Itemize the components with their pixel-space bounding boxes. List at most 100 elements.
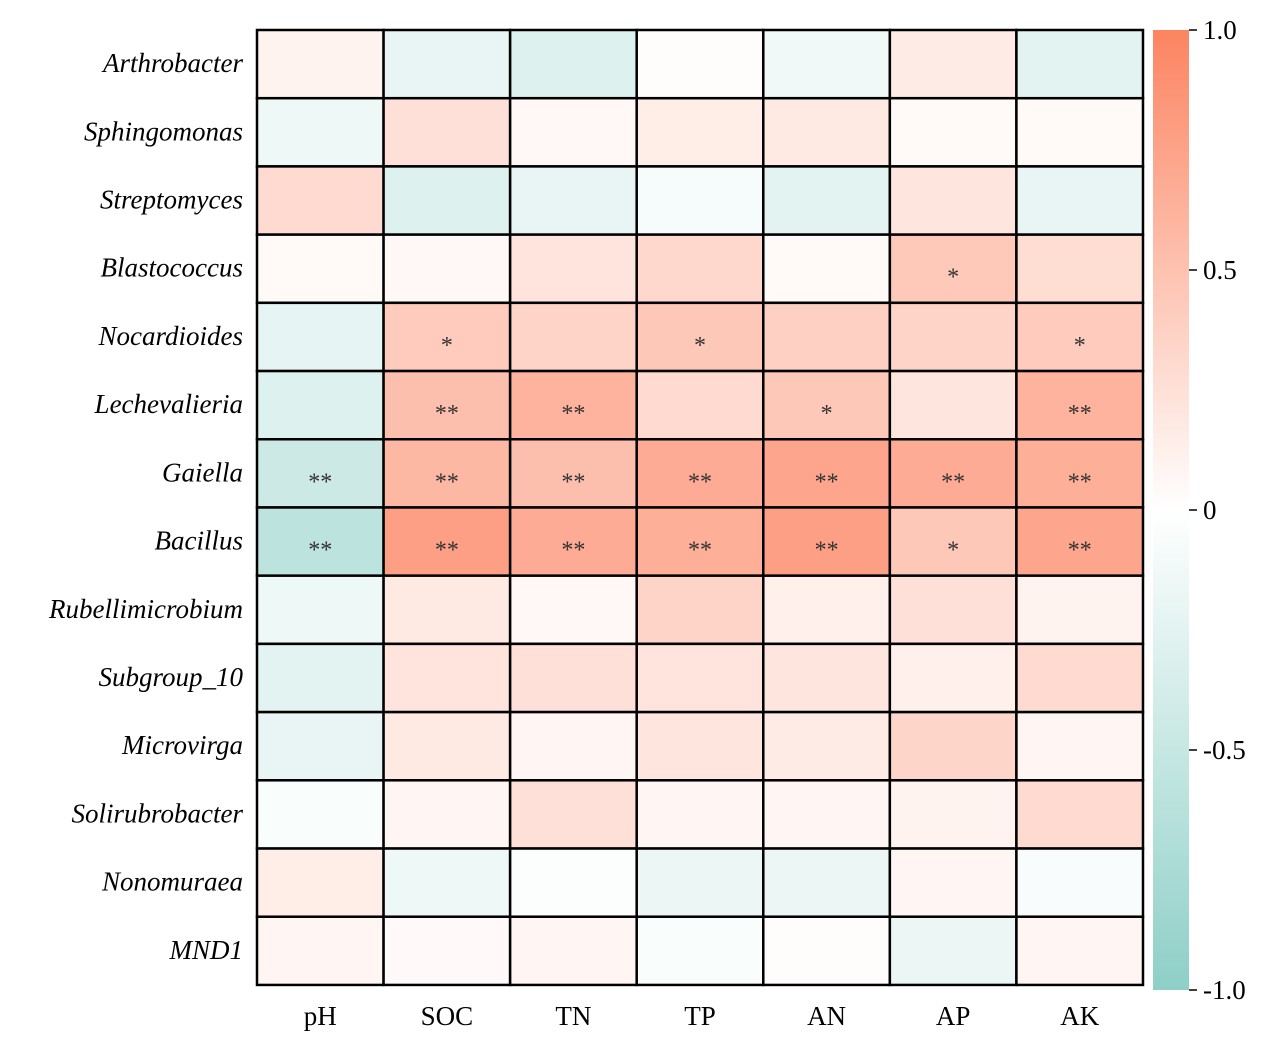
heatmap-cell bbox=[762, 779, 892, 850]
colorbar-tick-label: -0.5 bbox=[1203, 735, 1246, 765]
row-label: Solirubrobacter bbox=[72, 798, 244, 828]
column-label: pH bbox=[304, 1001, 337, 1031]
heatmap-cell bbox=[1015, 233, 1145, 305]
colorbar-tick-label: 1.0 bbox=[1203, 15, 1237, 45]
heatmap-cell bbox=[762, 915, 892, 987]
heatmap-cell bbox=[382, 574, 512, 646]
heatmap-cell bbox=[888, 369, 1018, 441]
heatmap-cell bbox=[255, 779, 385, 850]
heatmap-cell bbox=[255, 301, 385, 373]
column-label: AK bbox=[1060, 1001, 1099, 1031]
significance-mark: ** bbox=[435, 538, 459, 564]
heatmap-cell bbox=[508, 779, 638, 850]
heatmap-cell bbox=[1015, 96, 1145, 168]
column-label: AP bbox=[936, 1001, 971, 1031]
significance-mark: ** bbox=[815, 469, 839, 495]
significance-marks: ** * *** ** * **** ** ** ** ** ** **** ** ** ** ** * ** bbox=[308, 265, 1091, 564]
heatmap-cell bbox=[508, 233, 638, 305]
significance-mark: ** bbox=[308, 538, 332, 564]
heatmap-cell bbox=[382, 28, 512, 100]
column-label: AN bbox=[807, 1001, 846, 1031]
heatmap-cell bbox=[762, 301, 892, 373]
heatmap-cell bbox=[508, 165, 638, 236]
heatmap-cell bbox=[255, 506, 385, 577]
heatmap-cell bbox=[508, 301, 638, 373]
heatmap-cell bbox=[762, 847, 892, 918]
heatmap-cell bbox=[508, 710, 638, 782]
heatmap-cell bbox=[382, 233, 512, 305]
heatmap-cell bbox=[382, 165, 512, 236]
heatmap-cell bbox=[1015, 915, 1145, 987]
heatmap-cell bbox=[888, 165, 1018, 236]
colorbar-tick-label: -1.0 bbox=[1203, 975, 1246, 1005]
heatmap-cell bbox=[635, 165, 765, 236]
heatmap-cell bbox=[888, 710, 1018, 782]
heatmap-cell bbox=[635, 96, 765, 168]
heatmap-cell bbox=[888, 301, 1018, 373]
heatmap-cell bbox=[508, 28, 638, 100]
significance-mark: * bbox=[947, 538, 959, 564]
heatmap-cell bbox=[382, 438, 512, 509]
heatmap-cell bbox=[508, 574, 638, 646]
heatmap-cell bbox=[635, 369, 765, 441]
significance-mark: ** bbox=[688, 469, 712, 495]
heatmap-cell bbox=[382, 96, 512, 168]
heatmap-cell bbox=[1015, 301, 1145, 373]
heatmap-cell bbox=[635, 506, 765, 577]
significance-mark: ** bbox=[1068, 401, 1092, 427]
heatmap-cell bbox=[508, 506, 638, 577]
column-label: SOC bbox=[421, 1001, 474, 1031]
heatmap-cell bbox=[1015, 165, 1145, 236]
heatmap-cell bbox=[255, 369, 385, 441]
heatmap-cell bbox=[762, 165, 892, 236]
colorbar-tick-label: 0 bbox=[1203, 495, 1217, 525]
heatmap-cell bbox=[1015, 642, 1145, 714]
heatmap-cell bbox=[635, 233, 765, 305]
heatmap-cell bbox=[635, 847, 765, 918]
heatmap-cell bbox=[508, 915, 638, 987]
row-label: Blastococcus bbox=[101, 253, 243, 283]
column-label: TN bbox=[555, 1001, 591, 1031]
heatmap-cell bbox=[255, 96, 385, 168]
heatmap-cell bbox=[635, 642, 765, 714]
heatmap-cell bbox=[635, 710, 765, 782]
heatmap-cell bbox=[1015, 574, 1145, 646]
heatmap-cell bbox=[1015, 369, 1145, 441]
heatmap-cell bbox=[888, 915, 1018, 987]
row-label: Sphingomonas bbox=[84, 116, 243, 146]
heatmap-cell bbox=[635, 438, 765, 509]
row-label: MND1 bbox=[169, 935, 244, 965]
significance-mark: * bbox=[821, 401, 833, 427]
heatmap-cell bbox=[508, 847, 638, 918]
heatmap-cell bbox=[635, 28, 765, 100]
colorbar-ticks: 1.0 0.5 0 -0.5 -1.0 bbox=[1189, 15, 1246, 1005]
heatmap-cell bbox=[888, 574, 1018, 646]
heatmap-cell bbox=[888, 438, 1018, 509]
heatmap-cell bbox=[1015, 710, 1145, 782]
heatmap-cells bbox=[255, 28, 1145, 987]
heatmap-cell bbox=[508, 369, 638, 441]
significance-mark: ** bbox=[561, 538, 585, 564]
heatmap-cell bbox=[762, 96, 892, 168]
heatmap-cell bbox=[255, 233, 385, 305]
significance-mark: ** bbox=[561, 469, 585, 495]
heatmap-cell bbox=[382, 301, 512, 373]
significance-mark: * bbox=[947, 265, 959, 291]
heatmap-cell bbox=[508, 96, 638, 168]
heatmap-cell bbox=[382, 710, 512, 782]
heatmap-cell bbox=[255, 165, 385, 236]
heatmap-cell bbox=[1015, 847, 1145, 918]
heatmap-cell bbox=[255, 710, 385, 782]
heatmap-cell bbox=[382, 642, 512, 714]
heatmap-cell bbox=[888, 642, 1018, 714]
row-label: Nonomuraea bbox=[101, 867, 243, 897]
significance-mark: ** bbox=[688, 538, 712, 564]
row-label: Microvirga bbox=[121, 730, 243, 760]
significance-mark: * bbox=[1074, 333, 1086, 359]
heatmap-cell bbox=[508, 642, 638, 714]
row-label: Bacillus bbox=[155, 526, 244, 556]
significance-mark: ** bbox=[435, 469, 459, 495]
heatmap-cell bbox=[1015, 506, 1145, 577]
heatmap-cell bbox=[382, 779, 512, 850]
